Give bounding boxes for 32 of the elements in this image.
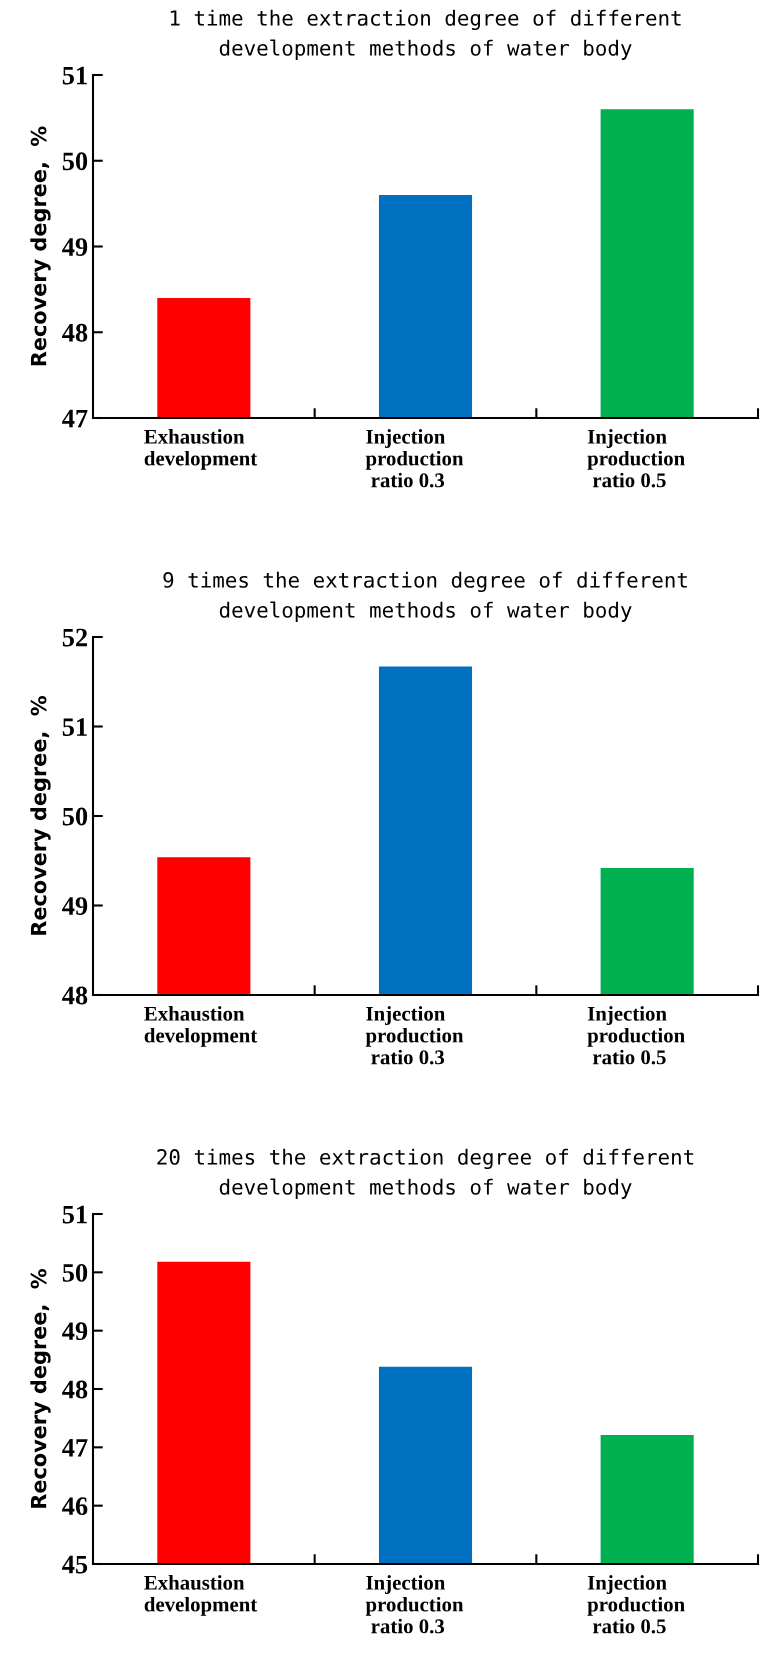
y-axis-title: Recovery degree, % [30, 695, 51, 935]
y-tick-label: 51 [62, 66, 87, 85]
chart-title: 1 time the extraction degree of different development methods of water body [170, 9, 681, 60]
y-tick-label: 49 [62, 897, 88, 915]
y-tick-label: 48 [62, 986, 88, 1005]
y-tick-label: 49 [62, 238, 88, 256]
y-tick-label: 48 [62, 323, 88, 342]
y-tick-label: 51 [62, 1205, 87, 1224]
y-tick-label: 46 [62, 1497, 88, 1516]
y-tick-label: 50 [62, 152, 88, 171]
x-tick-label: Exhaustion development [144, 429, 258, 470]
y-tick-label: 50 [62, 1263, 88, 1282]
x-tick-label: Injection production ratio 0.5 [587, 1575, 685, 1634]
y-tick-label: 47 [62, 1439, 88, 1457]
y-tick-label: 47 [62, 409, 88, 428]
x-tick-label: Exhaustion development [144, 1575, 258, 1616]
x-tick-label: Injection production ratio 0.3 [365, 1575, 464, 1634]
chart-title: 20 times the extraction degree of different development methods of water body [157, 1148, 694, 1199]
chart-title: 9 times the extraction degree of different development methods of water body [163, 571, 687, 622]
y-axis-title: Recovery degree, % [30, 126, 51, 366]
y-tick-label: 52 [62, 628, 87, 647]
x-tick-label: Injection production ratio 0.3 [365, 429, 464, 488]
y-tick-label: 49 [62, 1322, 88, 1341]
y-tick-label: 51 [62, 718, 87, 736]
x-tick-label: Exhaustion development [144, 1006, 258, 1047]
x-tick-label: Injection production ratio 0.5 [587, 429, 685, 488]
y-axis-title: Recovery degree, % [30, 1268, 51, 1508]
y-tick-label: 48 [62, 1380, 88, 1399]
x-tick-label: Injection production ratio 0.3 [365, 1006, 464, 1065]
x-tick-label: Injection production ratio 0.5 [587, 1006, 685, 1065]
y-tick-label: 50 [62, 807, 88, 826]
y-tick-label: 45 [62, 1555, 88, 1574]
